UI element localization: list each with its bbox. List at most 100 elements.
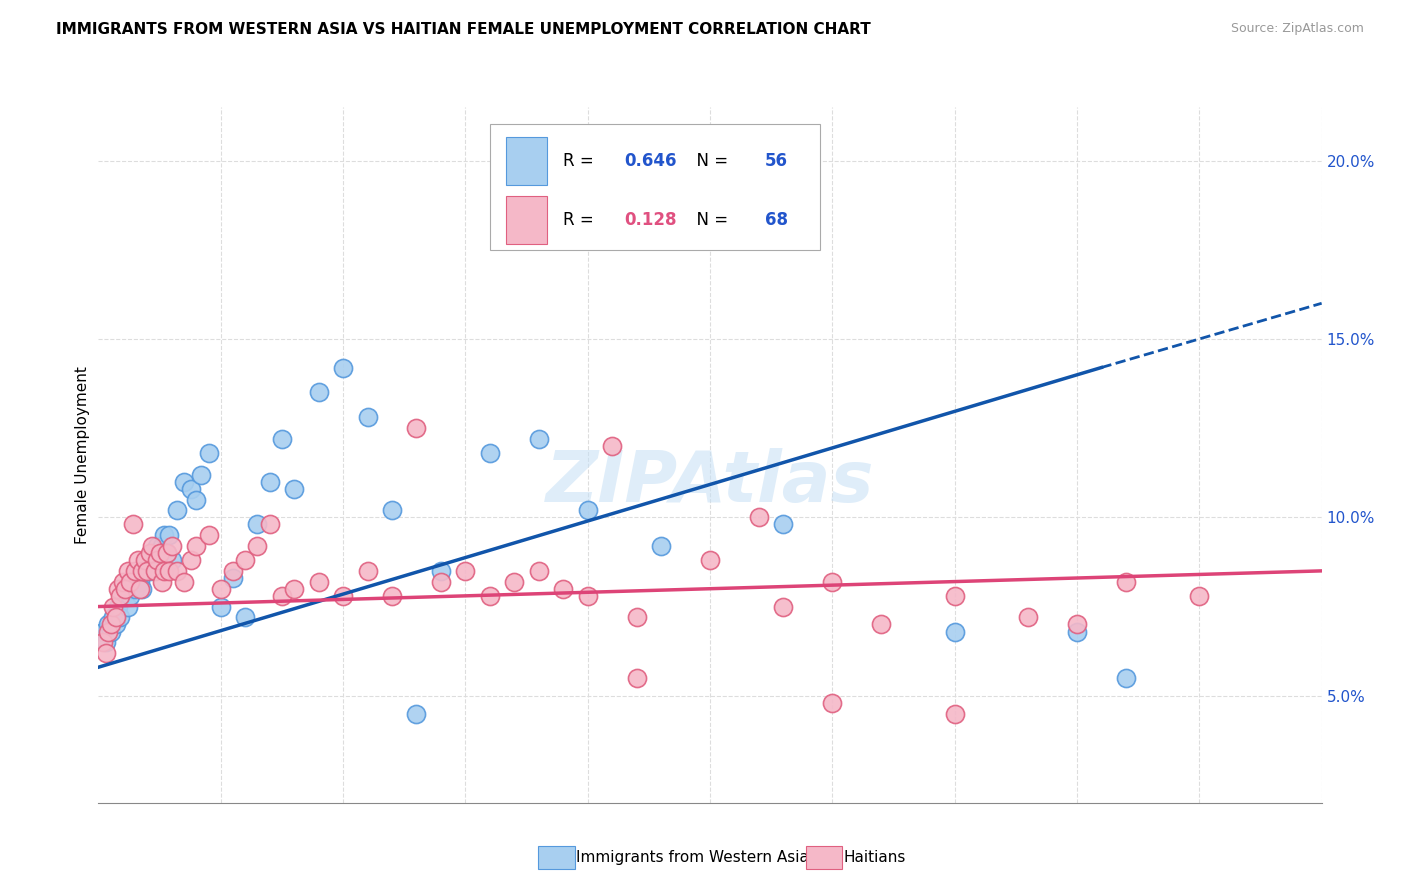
Point (160, 553, 183, 567)
Point (197, 446, 219, 460)
Point (186, 492, 208, 507)
Point (146, 539, 169, 553)
Text: 0.128: 0.128 (624, 211, 676, 229)
Point (101, 599, 124, 614)
Point (246, 539, 269, 553)
Point (186, 539, 208, 553)
Point (308, 574, 330, 589)
Point (180, 553, 202, 567)
Text: N =: N = (686, 152, 733, 170)
Point (150, 539, 173, 553)
Point (117, 564, 139, 578)
Point (149, 546, 172, 560)
Point (527, 432, 550, 446)
Point (97, 617, 120, 632)
Point (91, 624, 114, 639)
Point (110, 589, 132, 603)
Point (146, 553, 169, 567)
Point (134, 564, 156, 578)
Point (107, 599, 129, 614)
Point (943, 589, 966, 603)
Text: Immigrants from Western Asia: Immigrants from Western Asia (576, 850, 810, 864)
Point (772, 517, 794, 532)
Point (129, 582, 152, 596)
Point (503, 574, 526, 589)
Point (157, 528, 180, 542)
Point (246, 517, 269, 532)
Point (772, 599, 794, 614)
Point (110, 610, 132, 624)
Point (527, 564, 550, 578)
Y-axis label: Female Unemployment: Female Unemployment (75, 366, 90, 544)
Point (283, 582, 305, 596)
Text: Source: ZipAtlas.com: Source: ZipAtlas.com (1230, 22, 1364, 36)
Point (699, 553, 721, 567)
Point (478, 446, 501, 460)
Point (233, 553, 256, 567)
Text: 56: 56 (765, 152, 789, 170)
Point (821, 696, 844, 710)
Point (120, 589, 142, 603)
Point (143, 564, 166, 578)
Point (104, 610, 127, 624)
Point (870, 617, 893, 632)
Point (454, 564, 477, 578)
Point (430, 574, 453, 589)
Point (381, 503, 404, 517)
FancyBboxPatch shape (489, 124, 820, 250)
Point (131, 582, 153, 596)
Point (197, 528, 219, 542)
Text: R =: R = (564, 211, 599, 229)
Point (150, 574, 173, 589)
Point (111, 574, 134, 589)
Point (136, 553, 159, 567)
Point (124, 564, 146, 578)
Text: Haitians: Haitians (844, 850, 905, 864)
Point (94, 646, 117, 660)
Point (478, 589, 501, 603)
Text: R =: R = (564, 152, 599, 170)
Point (139, 564, 162, 578)
Point (97, 624, 120, 639)
Point (120, 574, 142, 589)
Point (259, 517, 281, 532)
Point (222, 564, 245, 578)
Point (650, 539, 672, 553)
Point (576, 503, 599, 517)
Point (430, 564, 453, 578)
Point (141, 539, 163, 553)
Point (111, 589, 134, 603)
Point (626, 610, 648, 624)
Point (127, 564, 149, 578)
Point (149, 546, 172, 560)
Point (209, 599, 232, 614)
FancyBboxPatch shape (506, 137, 547, 185)
Point (114, 582, 136, 596)
Point (156, 546, 179, 560)
Point (121, 517, 143, 532)
Point (153, 564, 176, 578)
Point (117, 599, 139, 614)
Point (381, 589, 404, 603)
Point (1115, 671, 1137, 685)
Point (139, 546, 162, 560)
Point (270, 432, 294, 446)
Point (626, 671, 648, 685)
Point (136, 564, 159, 578)
Point (356, 410, 378, 425)
Point (121, 574, 143, 589)
Point (157, 564, 180, 578)
Point (308, 385, 330, 400)
Point (1188, 589, 1211, 603)
Point (134, 553, 156, 567)
Point (1115, 574, 1137, 589)
Point (233, 610, 256, 624)
Point (166, 503, 188, 517)
Point (143, 553, 166, 567)
Point (332, 360, 354, 375)
Point (1066, 617, 1088, 632)
Point (141, 546, 163, 560)
Point (153, 528, 176, 542)
Point (127, 553, 149, 567)
Point (173, 475, 195, 489)
